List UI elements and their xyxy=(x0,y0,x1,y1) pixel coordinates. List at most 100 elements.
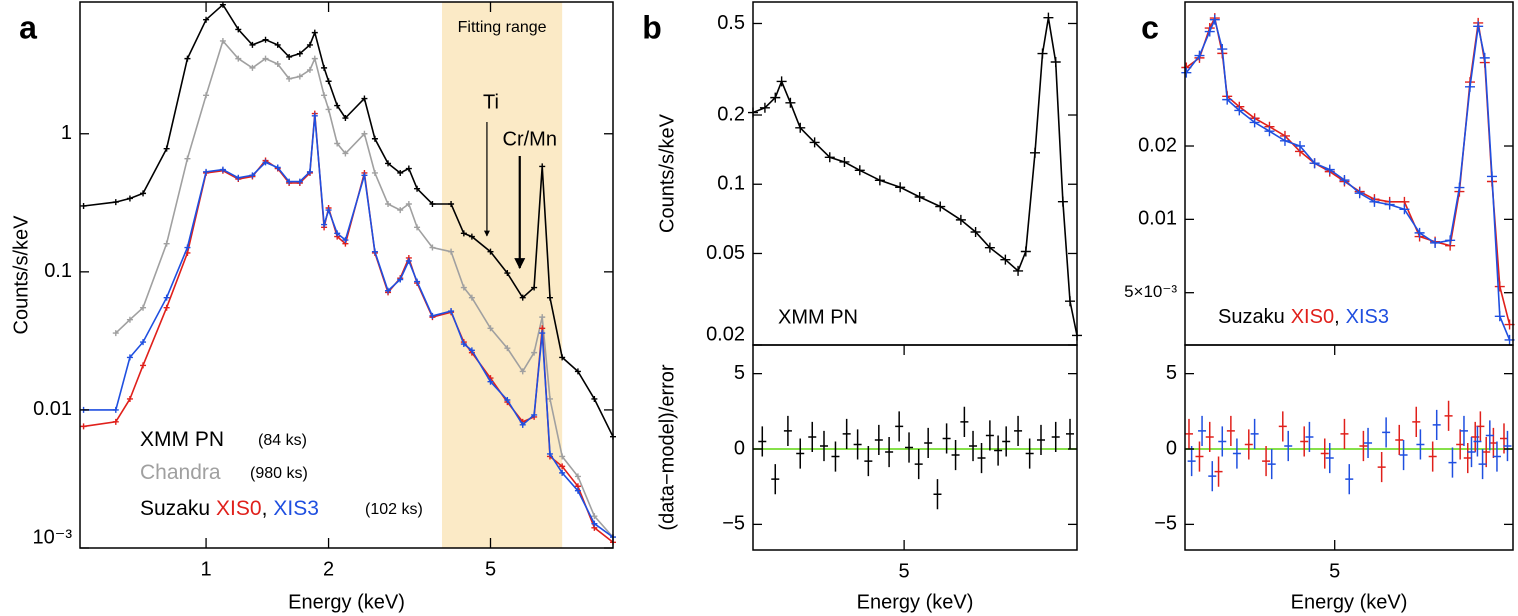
y-tick-label: 0.01 xyxy=(33,398,72,420)
residual-point xyxy=(1232,438,1241,469)
data-point xyxy=(984,242,995,253)
data-point xyxy=(1234,105,1245,116)
plot-frame xyxy=(1184,1,1514,346)
y-tick-label: 0.5 xyxy=(717,12,745,34)
data-point xyxy=(539,330,546,337)
data-point xyxy=(874,175,885,186)
residual-point xyxy=(1448,447,1457,478)
x-tick-label: 5 xyxy=(899,560,910,582)
residual-point xyxy=(1489,427,1498,459)
data-point xyxy=(591,395,598,402)
y-tick-label: 0.01 xyxy=(1138,208,1177,230)
x-tick-label: 5 xyxy=(485,558,496,580)
residual-point xyxy=(1359,430,1368,462)
legend-exposure: (980 ks) xyxy=(250,465,308,482)
residual-point xyxy=(1467,436,1476,468)
data-point xyxy=(429,244,436,251)
spectrum-line xyxy=(752,17,1078,336)
spectrum-line xyxy=(83,3,614,438)
data-point xyxy=(759,102,770,113)
data-point xyxy=(1279,135,1290,146)
data-point xyxy=(112,406,119,413)
data-point xyxy=(429,200,436,207)
data-point xyxy=(531,284,538,291)
plot-area xyxy=(1184,400,1512,495)
data-point xyxy=(914,192,925,203)
data-point xyxy=(429,312,436,319)
data-point xyxy=(970,226,981,237)
data-point xyxy=(460,230,467,237)
data-point xyxy=(1473,21,1484,32)
data-point xyxy=(371,135,378,142)
residual-point xyxy=(1364,427,1373,459)
legend-separator: , xyxy=(262,497,268,520)
residual-point xyxy=(796,438,805,469)
x-tick-label: 5 xyxy=(1329,560,1340,582)
data-point xyxy=(405,257,412,264)
data-point xyxy=(80,423,87,430)
data-point xyxy=(785,97,796,108)
data-point xyxy=(1057,196,1068,207)
panel-letter: c xyxy=(1141,9,1159,45)
data-point xyxy=(385,287,392,294)
data-point xyxy=(296,178,303,185)
residual-point xyxy=(1300,426,1309,457)
legend-name: XIS3 xyxy=(1346,306,1389,328)
legend-name: XIS0 xyxy=(216,497,262,520)
residual-point xyxy=(1267,449,1276,480)
data-point xyxy=(126,354,133,361)
data-point xyxy=(112,330,119,337)
data-point xyxy=(1479,52,1490,63)
data-point xyxy=(504,270,511,277)
residual-point xyxy=(885,436,894,468)
residual-point xyxy=(951,439,960,471)
y-tick-label: 0 xyxy=(734,437,745,459)
residual-point xyxy=(895,411,904,442)
residual-point xyxy=(1198,415,1207,446)
residual-point xyxy=(1195,441,1204,472)
data-point xyxy=(219,166,226,173)
plot-area xyxy=(1181,13,1515,345)
residual-point xyxy=(1244,429,1253,460)
data-point xyxy=(235,55,242,62)
data-point xyxy=(1339,175,1350,186)
y-tick-label: 0.02 xyxy=(1138,134,1177,156)
residual-point xyxy=(1478,449,1487,480)
residual-point xyxy=(1476,411,1485,442)
data-point xyxy=(296,50,303,57)
plot-area xyxy=(80,1,616,546)
data-point xyxy=(249,64,256,71)
data-point xyxy=(371,169,378,176)
data-point xyxy=(1029,147,1040,158)
data-point xyxy=(235,174,242,181)
data-point xyxy=(1494,311,1505,322)
residual-point xyxy=(942,423,951,454)
data-point xyxy=(487,248,494,255)
fit-range-label: Fitting range xyxy=(458,19,547,36)
data-point xyxy=(539,163,546,170)
data-point xyxy=(203,92,210,99)
data-point xyxy=(591,520,598,527)
data-point xyxy=(1204,26,1215,37)
data-point xyxy=(546,294,553,301)
residual-point xyxy=(1284,430,1293,462)
data-point xyxy=(559,469,566,476)
data-point xyxy=(776,76,787,87)
data-point xyxy=(1264,126,1275,137)
residual-point xyxy=(1325,442,1334,474)
data-point xyxy=(1043,12,1054,23)
residual-point xyxy=(771,464,780,495)
data-point xyxy=(1430,237,1441,248)
data-point xyxy=(321,64,328,71)
data-point xyxy=(249,41,256,48)
data-point xyxy=(306,41,313,48)
residual-point xyxy=(914,449,923,480)
residual-point xyxy=(1395,424,1404,456)
panel-annotation: XMM PN xyxy=(778,306,858,328)
spectrum-line xyxy=(1185,17,1511,341)
residual-point xyxy=(1345,464,1354,495)
data-point xyxy=(448,200,455,207)
annotation-label: Cr/Mn xyxy=(503,128,557,150)
data-point xyxy=(184,155,191,162)
residual-point xyxy=(1382,417,1391,448)
